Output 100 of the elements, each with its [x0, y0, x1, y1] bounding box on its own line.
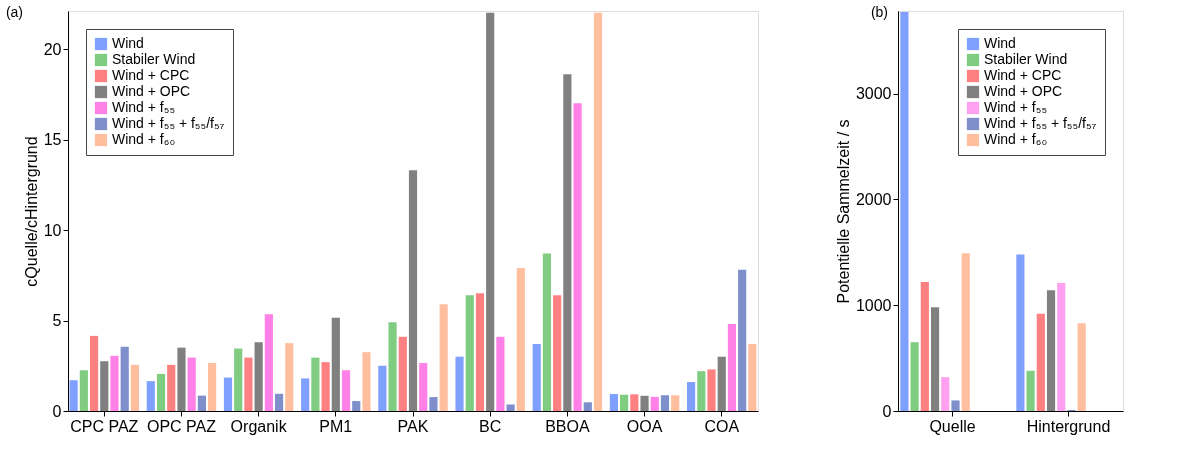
bar — [563, 74, 572, 411]
bar — [542, 253, 552, 411]
bar — [717, 356, 726, 411]
bar — [274, 393, 284, 411]
y-tick-label: 3000 — [855, 85, 892, 103]
x-tick-label: OPC PAZ — [146, 417, 217, 435]
bar — [311, 357, 320, 411]
bar — [341, 370, 351, 411]
bar — [486, 12, 495, 411]
bar — [609, 393, 618, 411]
bar — [398, 336, 407, 411]
bar — [951, 400, 960, 411]
bar — [1016, 254, 1025, 411]
text: (b) — [870, 4, 888, 20]
x-tick-label: BBOA — [545, 417, 590, 435]
legend-label: Wind + f₆₀ — [984, 131, 1048, 147]
legend-label: Wind + CPC — [984, 67, 1062, 83]
bar — [177, 347, 186, 411]
bar — [930, 307, 940, 411]
bar — [197, 395, 206, 411]
bar — [167, 364, 176, 411]
bar — [429, 397, 438, 411]
bar — [941, 377, 950, 411]
bar — [1046, 290, 1056, 411]
x-tick-label: BC — [479, 417, 502, 435]
bar — [455, 356, 464, 411]
bar — [686, 382, 696, 411]
bar — [1026, 370, 1035, 411]
x-tick-label: CPC PAZ — [70, 417, 139, 435]
bar — [254, 342, 263, 411]
bar — [920, 281, 929, 411]
x-tick-label: COA — [704, 417, 740, 435]
x-tick-label: OOA — [626, 417, 663, 435]
bar — [660, 395, 670, 411]
bar — [378, 365, 387, 411]
bar — [1036, 313, 1045, 411]
legend-label: Wind + OPC — [984, 83, 1063, 99]
bar — [506, 404, 515, 411]
x-tick-label: PM1 — [319, 417, 353, 435]
y-tick-label: 0 — [882, 402, 892, 420]
bar — [146, 381, 155, 411]
legend-label: Wind — [984, 35, 1016, 51]
bar — [321, 362, 330, 411]
x-tick-label: PAK — [397, 417, 429, 435]
bar — [301, 378, 310, 411]
bar — [1057, 282, 1066, 411]
bar — [620, 394, 629, 411]
bar — [352, 401, 361, 411]
legend-label: Wind + OPC — [112, 83, 191, 99]
bar — [439, 304, 448, 411]
bar — [738, 269, 747, 411]
bar — [671, 395, 680, 411]
bar — [362, 352, 371, 411]
bar — [69, 380, 78, 411]
bar — [475, 293, 485, 411]
y-tick-label: 15 — [43, 131, 62, 149]
bar — [583, 402, 592, 411]
x-tick-label: Hintergrund — [1026, 417, 1111, 435]
legend-label: Wind + f₅₅ — [112, 99, 176, 115]
bar — [285, 343, 294, 411]
y-tick-label: 20 — [43, 40, 62, 58]
bar — [748, 344, 757, 411]
legend-label: Wind + f₅₅ — [984, 99, 1048, 115]
bar — [130, 364, 140, 411]
bar — [573, 103, 582, 411]
bar — [650, 396, 659, 411]
bar — [244, 357, 253, 411]
bar — [640, 395, 649, 411]
bar — [234, 348, 243, 411]
legend-label: Wind — [112, 35, 144, 51]
bar — [223, 377, 233, 411]
legend-label: Stabiler Wind — [112, 51, 196, 67]
bar — [208, 363, 217, 411]
legend-label: Wind + f₅₅ + f₅₅/f₅₇ — [112, 115, 225, 131]
x-tick-label: Quelle — [929, 417, 976, 435]
legend-label: Stabiler Wind — [984, 51, 1068, 67]
bar — [707, 369, 716, 411]
bar — [516, 268, 525, 411]
bar — [264, 314, 273, 411]
bar — [465, 295, 474, 411]
y-tick-label: 5 — [52, 312, 62, 329]
bar — [961, 253, 970, 411]
bar — [593, 12, 603, 411]
bar — [156, 373, 166, 411]
bar — [630, 394, 639, 411]
bar — [1077, 323, 1086, 411]
y-tick-label: 1000 — [855, 296, 892, 314]
bar — [331, 317, 340, 411]
bar — [79, 370, 88, 411]
text: (a) — [5, 4, 23, 20]
bar — [697, 371, 706, 411]
bar — [532, 344, 541, 411]
legend-label: Wind + f₆₀ — [112, 131, 176, 147]
bar — [553, 295, 562, 411]
bar — [89, 335, 99, 411]
bar — [388, 322, 397, 411]
bar — [419, 363, 428, 411]
bar — [187, 357, 196, 411]
y-tick-label: 10 — [43, 221, 62, 239]
y-axis-title: cQuelle/cHintergrund — [22, 136, 40, 287]
